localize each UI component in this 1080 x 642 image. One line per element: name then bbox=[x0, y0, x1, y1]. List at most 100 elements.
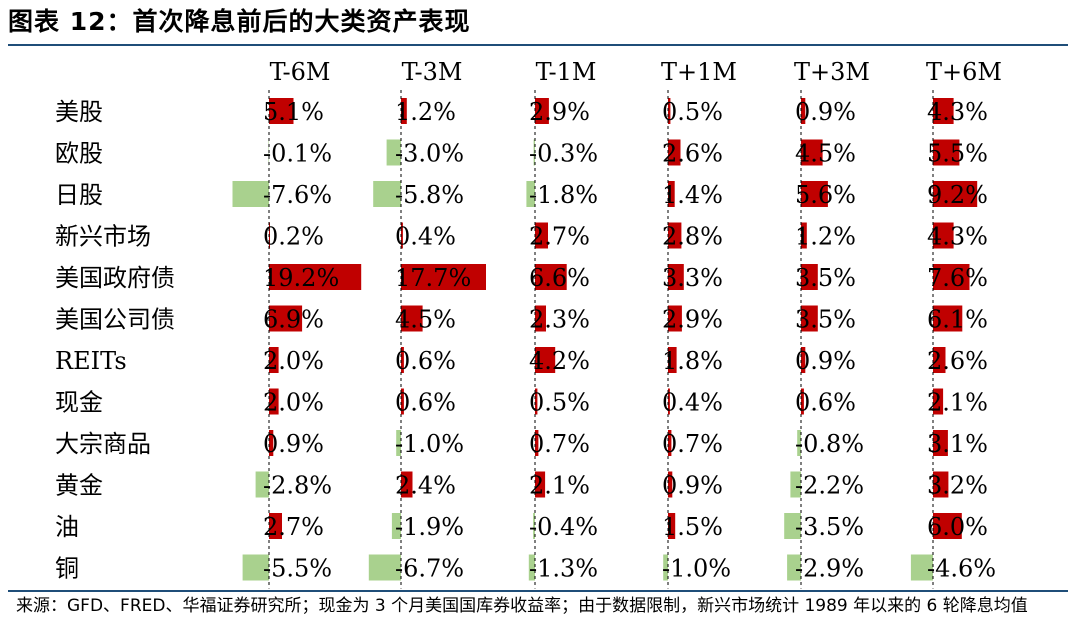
data-bar-table: T-6M T-3M T-1M T+1M T+3M T+6M 美股 5.1% 1.2% 2.9% 0.… bbox=[55, 58, 1002, 589]
row-label: 美国公司债 bbox=[55, 306, 175, 334]
cell-value: -2.2% bbox=[795, 472, 864, 500]
cell-value: 2.0% bbox=[263, 389, 324, 417]
source-note: 来源：GFD、FRED、华福证券研究所；现金为 3 个月美国国库券收益率；由于数… bbox=[16, 596, 1028, 616]
data-bar bbox=[401, 98, 407, 124]
cell-value: 1.2% bbox=[395, 98, 456, 126]
cell-value: 2.6% bbox=[662, 140, 723, 168]
cell-value: 0.6% bbox=[795, 389, 856, 417]
cell-value: 4.3% bbox=[927, 223, 988, 251]
data-bar bbox=[269, 430, 274, 456]
data-bar bbox=[526, 181, 535, 207]
data-bar bbox=[535, 347, 556, 373]
cell-value: 2.3% bbox=[529, 306, 590, 334]
cell-value: 2.0% bbox=[263, 347, 324, 375]
cell-value: 3.5% bbox=[795, 306, 856, 334]
cell-value: 2.9% bbox=[662, 306, 723, 334]
cell-value: 1.2% bbox=[795, 223, 856, 251]
cell-value: 0.6% bbox=[395, 389, 456, 417]
data-bar bbox=[535, 222, 548, 249]
cell-value: -1.0% bbox=[662, 555, 731, 583]
cell-value: 3.2% bbox=[927, 472, 988, 500]
cell-value: 4.2% bbox=[529, 347, 590, 375]
cell-value: 4.3% bbox=[927, 98, 988, 126]
data-bar bbox=[668, 139, 681, 166]
cell-value: 2.9% bbox=[529, 98, 590, 126]
cell-value: -0.8% bbox=[795, 430, 864, 458]
data-bar bbox=[269, 388, 279, 415]
data-bar bbox=[401, 347, 404, 373]
data-bar bbox=[790, 471, 801, 498]
data-bar bbox=[269, 347, 279, 373]
data-bar bbox=[933, 222, 954, 249]
cell-value: 0.7% bbox=[662, 430, 723, 458]
row-label: 欧股 bbox=[55, 140, 103, 168]
data-bar bbox=[787, 554, 801, 581]
column-header: T-3M bbox=[402, 58, 463, 86]
cell-value: -1.0% bbox=[395, 430, 464, 458]
data-bar bbox=[232, 181, 269, 207]
data-bar bbox=[269, 513, 282, 539]
cell-value: 6.6% bbox=[529, 264, 590, 292]
cell-value: 2.8% bbox=[662, 223, 723, 251]
cell-value: 1.4% bbox=[662, 181, 723, 209]
data-bar bbox=[663, 554, 668, 581]
data-bar bbox=[784, 513, 801, 539]
data-bar bbox=[668, 347, 677, 373]
cell-value: 2.7% bbox=[529, 223, 590, 251]
row-label: 新兴市场 bbox=[55, 223, 151, 251]
cell-value: 0.5% bbox=[529, 389, 590, 417]
data-bar bbox=[535, 430, 539, 456]
cell-value: 3.3% bbox=[662, 264, 723, 292]
row-label: 现金 bbox=[55, 389, 103, 417]
data-bar bbox=[535, 305, 546, 332]
data-bar bbox=[668, 430, 672, 456]
cell-value: 9.2% bbox=[927, 181, 988, 209]
cell-value: -1.8% bbox=[529, 181, 598, 209]
cell-value: 5.5% bbox=[927, 140, 988, 168]
column-header: T+3M bbox=[794, 58, 870, 86]
cell-value: -5.8% bbox=[395, 181, 464, 209]
cell-value: 2.1% bbox=[529, 472, 590, 500]
row-label: 铜 bbox=[55, 555, 79, 583]
data-bar bbox=[242, 554, 269, 581]
row-label: 日股 bbox=[55, 181, 103, 209]
cell-value: 3.1% bbox=[927, 430, 988, 458]
data-bar bbox=[368, 554, 401, 581]
data-bar bbox=[933, 471, 949, 498]
cell-value: 6.0% bbox=[927, 513, 988, 541]
cell-value: 0.2% bbox=[263, 223, 324, 251]
cell-value: 3.5% bbox=[795, 264, 856, 292]
data-bar bbox=[933, 98, 954, 124]
title-rule bbox=[8, 44, 1068, 46]
data-bar bbox=[535, 471, 546, 498]
cell-value: -4.6% bbox=[927, 555, 996, 583]
data-bar bbox=[668, 222, 682, 249]
data-bar bbox=[535, 264, 567, 290]
row-label: 美股 bbox=[55, 98, 103, 126]
cell-value: 1.5% bbox=[662, 513, 723, 541]
data-bar bbox=[668, 264, 684, 290]
column-header: T-6M bbox=[270, 58, 331, 86]
cell-value: 0.4% bbox=[395, 223, 456, 251]
cell-value: 17.7% bbox=[395, 264, 471, 292]
cell-value: 4.5% bbox=[795, 140, 856, 168]
cell-value: 1.8% bbox=[662, 347, 723, 375]
data-bar bbox=[801, 98, 806, 124]
data-bar bbox=[668, 305, 682, 332]
cell-value: -3.0% bbox=[395, 140, 464, 168]
column-header: T-1M bbox=[536, 58, 597, 86]
data-bar bbox=[801, 139, 823, 166]
data-bar bbox=[668, 513, 676, 539]
column-header: T+1M bbox=[661, 58, 737, 86]
data-bar bbox=[933, 181, 978, 207]
row-label: 美国政府债 bbox=[55, 264, 175, 292]
data-bar bbox=[933, 388, 944, 415]
cell-value: 0.4% bbox=[662, 389, 723, 417]
cell-value: 0.7% bbox=[529, 430, 590, 458]
cell-value: 2.7% bbox=[263, 513, 324, 541]
cell-value: 0.9% bbox=[263, 430, 324, 458]
cell-value: 0.6% bbox=[395, 347, 456, 375]
data-bar bbox=[373, 181, 401, 207]
cell-value: 7.6% bbox=[927, 264, 988, 292]
data-bar bbox=[801, 222, 807, 249]
